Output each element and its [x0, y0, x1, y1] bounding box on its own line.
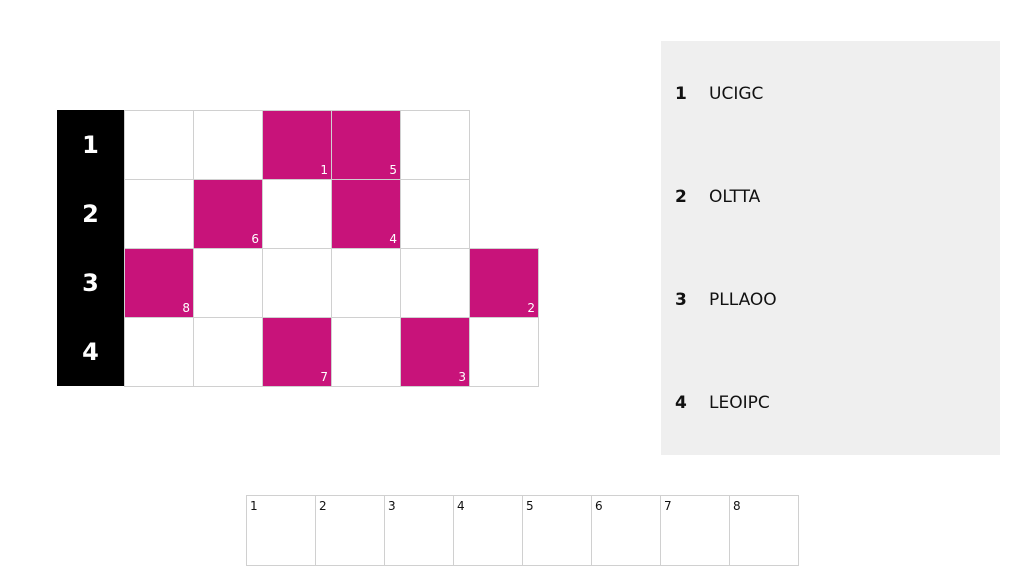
answer-box[interactable]: 6	[591, 495, 661, 566]
clue-text: PLLAOO	[709, 290, 777, 310]
filled-cell[interactable]: 5	[331, 110, 401, 180]
clue-1: 1 UCIGC	[675, 84, 763, 104]
clue-panel: 1 UCIGC 2 OLTTA 3 PLLAOO 4 LEOIPC	[661, 41, 1000, 455]
grid-cell[interactable]	[124, 110, 194, 180]
grid-cell[interactable]	[262, 179, 332, 249]
answer-box[interactable]: 4	[453, 495, 523, 566]
cell-number: 3	[458, 370, 466, 384]
answer-box-number: 7	[664, 499, 672, 513]
answer-box[interactable]: 2	[315, 495, 385, 566]
answer-box[interactable]: 7	[660, 495, 730, 566]
cell-number: 8	[182, 301, 190, 315]
clue-text: UCIGC	[709, 84, 764, 104]
cell-number: 2	[527, 301, 535, 315]
answer-box[interactable]: 5	[522, 495, 592, 566]
clue-number: 4	[675, 393, 687, 413]
filled-cell[interactable]: 1	[262, 110, 332, 180]
clue-3: 3 PLLAOO	[675, 290, 777, 310]
answer-box-number: 1	[250, 499, 258, 513]
clue-text: LEOIPC	[709, 393, 770, 413]
cell-number: 4	[389, 232, 397, 246]
cell-number: 5	[389, 163, 397, 177]
answer-box[interactable]: 3	[384, 495, 454, 566]
grid-cell[interactable]	[124, 317, 194, 387]
answer-box[interactable]: 8	[729, 495, 799, 566]
row-label: 1	[57, 110, 124, 179]
grid-cell[interactable]	[193, 248, 263, 318]
filled-cell[interactable]: 2	[469, 248, 539, 318]
grid-cell[interactable]	[331, 248, 401, 318]
answer-box-number: 2	[319, 499, 327, 513]
filled-cell[interactable]: 6	[193, 179, 263, 249]
answer-box-number: 8	[733, 499, 741, 513]
answer-box-number: 5	[526, 499, 534, 513]
grid-cell[interactable]	[331, 317, 401, 387]
row-label: 4	[57, 317, 124, 386]
grid-cell[interactable]	[400, 248, 470, 318]
clue-text: OLTTA	[709, 187, 761, 207]
answer-box-number: 3	[388, 499, 396, 513]
clue-number: 3	[675, 290, 687, 310]
grid-cell[interactable]	[400, 179, 470, 249]
row-label: 2	[57, 179, 124, 248]
cell-number: 1	[320, 163, 328, 177]
filled-cell[interactable]: 7	[262, 317, 332, 387]
clue-4: 4 LEOIPC	[675, 393, 770, 413]
grid-cell[interactable]	[262, 248, 332, 318]
grid-cell[interactable]	[193, 317, 263, 387]
cell-number: 7	[320, 370, 328, 384]
grid-cell[interactable]	[400, 110, 470, 180]
grid-cell[interactable]	[124, 179, 194, 249]
filled-cell[interactable]: 3	[400, 317, 470, 387]
clue-2: 2 OLTTA	[675, 187, 760, 207]
grid-cell[interactable]	[193, 110, 263, 180]
answer-box[interactable]: 1	[246, 495, 316, 566]
clue-number: 1	[675, 84, 687, 104]
grid-cell[interactable]	[469, 317, 539, 387]
clue-number: 2	[675, 187, 687, 207]
row-label: 3	[57, 248, 124, 317]
cell-number: 6	[251, 232, 259, 246]
filled-cell[interactable]: 8	[124, 248, 194, 318]
filled-cell[interactable]: 4	[331, 179, 401, 249]
answer-box-number: 6	[595, 499, 603, 513]
answer-box-number: 4	[457, 499, 465, 513]
